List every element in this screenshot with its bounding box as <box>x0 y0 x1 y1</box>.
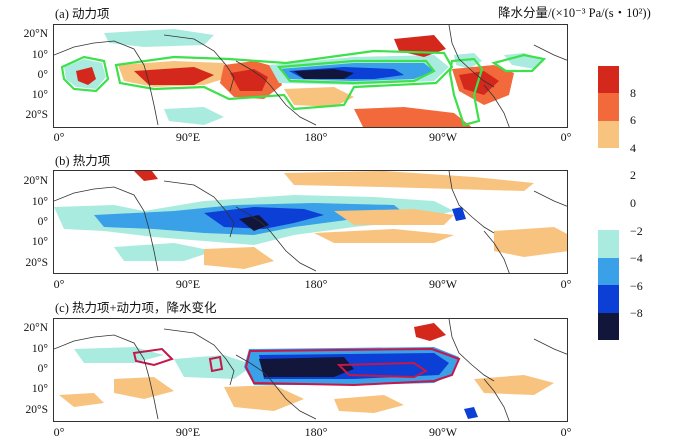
panel-c-contours <box>132 347 461 387</box>
panel-c-lon-180: 180° <box>304 425 328 439</box>
panel-c-lon-0-end: 0° <box>560 425 572 439</box>
panel-c-coastlines <box>54 319 567 421</box>
colorbar-tick-neg8: −8 <box>630 306 643 320</box>
colorbar-swatch-6-4 <box>598 93 619 121</box>
colorbar-swatch-lt-neg8 <box>598 313 619 340</box>
colorbar-swatch-neg2-neg4 <box>598 230 619 258</box>
lat-label-10n: 10° <box>31 49 48 61</box>
colorbar-tick-0: 0 <box>630 196 636 210</box>
colorbar-swatch-4-2 <box>598 121 619 148</box>
panel-b-coastlines <box>54 171 567 273</box>
panel-a-map <box>53 24 568 128</box>
lat-label-20s-b: 20°S <box>25 257 49 269</box>
panel-a-title: (a) 动力项 <box>55 7 110 21</box>
colorbar-tick-neg4: −4 <box>630 251 643 265</box>
colorbar-tick-4: 4 <box>630 141 636 155</box>
panel-a-lon-90w: 90°W <box>428 130 458 144</box>
colorbar-tick-6: 6 <box>630 113 636 127</box>
colorbar-tick-8: 8 <box>630 86 636 100</box>
panel-c-field <box>54 319 567 421</box>
panel-b-shading <box>54 171 567 269</box>
panel-b-lon-90w: 90°W <box>428 277 458 291</box>
lat-label-20s: 20°S <box>25 109 49 121</box>
panel-a-field <box>54 25 567 127</box>
panel-a-contours <box>60 49 547 127</box>
panel-c-lon-0: 0° <box>53 425 65 439</box>
panel-a-lon-0: 0° <box>53 130 65 144</box>
lat-label-0: 0° <box>37 69 48 81</box>
panel-a-shading <box>64 29 544 127</box>
panel-b-title: (b) 热力项 <box>55 154 111 168</box>
lat-label-20n-c: 20°N <box>23 322 48 334</box>
panel-b-lon-90e: 90°E <box>175 277 201 291</box>
lat-label-20s-c: 20°S <box>25 404 49 416</box>
lat-label-10s-c: 10° <box>31 383 48 395</box>
colorbar-tick-neg6: −6 <box>630 279 643 293</box>
panel-a-lon-180: 180° <box>304 130 328 144</box>
colorbar-swatch-8-6 <box>598 66 619 93</box>
panel-b-map <box>53 170 568 274</box>
colorbar-title: 降水分量/(×10⁻³ Pa/(s・10²)) <box>498 6 651 20</box>
lat-label-20n: 20°N <box>23 28 48 40</box>
colorbar-swatch-neg6-neg8 <box>598 285 619 313</box>
panel-c-lon-90e: 90°E <box>175 425 201 439</box>
panel-a-coastlines <box>54 25 567 127</box>
lat-label-10n-c: 10° <box>31 343 48 355</box>
panel-c-shading <box>59 323 554 419</box>
panel-c-map <box>53 318 568 422</box>
colorbar-swatch-2-neg2 <box>598 148 619 230</box>
lat-label-10n-b: 10° <box>31 196 48 208</box>
panel-c-title: (c) 热力项+动力项，降水变化 <box>55 301 217 315</box>
lat-label-0-b: 0° <box>37 216 48 228</box>
panel-b-lon-0-end: 0° <box>560 277 572 291</box>
panel-a-lon-90e: 90°E <box>175 130 201 144</box>
lat-label-0-c: 0° <box>37 363 48 375</box>
panel-b-lon-0: 0° <box>53 277 65 291</box>
panel-b-field <box>54 171 567 273</box>
colorbar-tick-neg2: −2 <box>630 224 643 238</box>
panel-b-lon-180: 180° <box>304 277 328 291</box>
panel-c-lon-90w: 90°W <box>428 425 458 439</box>
colorbar-tick-2: 2 <box>630 168 636 182</box>
lat-label-10s-b: 10° <box>31 236 48 248</box>
panel-a-lon-0-end: 0° <box>560 130 572 144</box>
lat-label-10s: 10° <box>31 89 48 101</box>
colorbar-swatch-neg4-neg6 <box>598 258 619 285</box>
lat-label-20n-b: 20°N <box>23 175 48 187</box>
